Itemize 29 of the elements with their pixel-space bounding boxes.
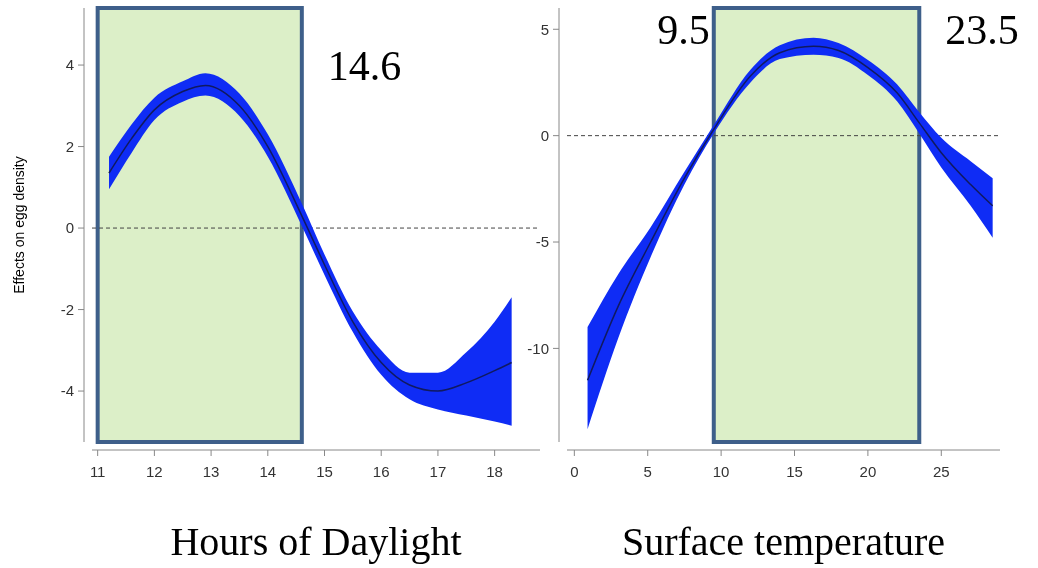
y-tick-label: -5 <box>535 233 549 251</box>
x-tick-label: 5 <box>643 463 652 480</box>
x-tick-label: 15 <box>786 463 803 480</box>
y-tick-label: 2 <box>65 137 74 155</box>
x-tick-label: 20 <box>859 463 877 480</box>
x-tick-label: 13 <box>202 463 220 480</box>
x-axis-title: Surface temperature <box>621 519 946 564</box>
annotation: 9.5 <box>657 6 710 53</box>
x-tick-label: 18 <box>486 463 503 480</box>
annotation: 23.5 <box>945 6 1019 53</box>
x-axis-title: Hours of Daylight <box>170 519 462 564</box>
annotation: 14.6 <box>327 42 402 89</box>
x-tick-label: 25 <box>932 463 950 480</box>
y-tick-label: 5 <box>540 20 549 38</box>
x-tick-label: 15 <box>316 463 333 480</box>
y-tick-label: 0 <box>540 126 549 144</box>
y-tick-label: -4 <box>60 382 74 400</box>
x-tick-label: 10 <box>712 463 730 480</box>
x-tick-label: 11 <box>89 463 106 480</box>
x-tick-label: 17 <box>429 463 447 480</box>
y-tick-label: -2 <box>60 300 74 318</box>
x-tick-label: 0 <box>570 463 579 480</box>
y-tick-label: -10 <box>527 339 549 357</box>
x-tick-label: 12 <box>146 463 163 480</box>
y-axis-title: Effects on egg density <box>11 156 27 294</box>
x-tick-label: 14 <box>259 463 277 480</box>
y-tick-label: 0 <box>65 219 74 237</box>
x-tick-label: 16 <box>372 463 390 480</box>
y-tick-label: 4 <box>65 56 74 74</box>
